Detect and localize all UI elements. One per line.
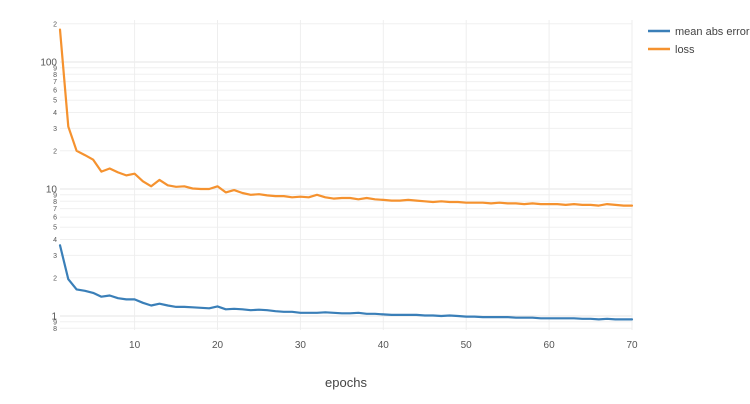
y-minor-tick-label: 2: [53, 275, 57, 282]
x-tick-label: 60: [544, 340, 556, 351]
y-tick-label: 100: [40, 58, 57, 69]
y-minor-tick-label: 4: [53, 237, 57, 244]
y-minor-tick-label: 9: [53, 65, 57, 72]
legend-label: loss: [675, 44, 695, 56]
x-tick-label: 10: [129, 340, 141, 351]
y-minor-tick-label: 8: [53, 326, 57, 333]
x-tick-label: 50: [461, 340, 473, 351]
grid: [60, 20, 633, 330]
y-minor-tick-label: 9: [53, 192, 57, 199]
y-minor-tick-label: 9: [53, 319, 57, 326]
y-minor-tick-label: 5: [53, 98, 57, 105]
y-minor-tick-label: 6: [53, 88, 57, 95]
series-lines: [58, 28, 634, 321]
x-tick-label: 30: [295, 340, 307, 351]
y-minor-tick-label: 3: [53, 126, 57, 133]
legend-label: mean abs error: [675, 26, 750, 38]
series-line-loss: [58, 28, 634, 207]
legend-item-mean-abs-error[interactable]: mean abs error: [648, 26, 750, 38]
y-minor-tick-label: 2: [53, 21, 57, 28]
y-minor-tick-label: 3: [53, 253, 57, 260]
y-minor-tick-label: 4: [53, 110, 57, 117]
y-minor-tick-label: 7: [53, 79, 57, 86]
y-tick-label: 10: [46, 185, 58, 196]
y-minor-tick-label: 2: [53, 148, 57, 155]
x-tick-label: 40: [378, 340, 390, 351]
x-tick-label: 20: [212, 340, 224, 351]
y-minor-tick-label: 5: [53, 225, 57, 232]
series-line-mean-abs-error: [58, 244, 634, 321]
x-tick-label: 70: [626, 340, 638, 351]
x-axis-ticks: 10 20 30 40 50 60 70: [129, 340, 638, 351]
y-minor-tick-label: 8: [53, 199, 57, 206]
legend-item-loss[interactable]: loss: [648, 44, 695, 56]
x-axis-title: epochs: [325, 375, 367, 390]
y-minor-tick-label: 8: [53, 72, 57, 79]
y-minor-tick-label: 6: [53, 215, 57, 222]
y-tick-label: 1: [51, 312, 57, 323]
y-minor-tick-label: 7: [53, 206, 57, 213]
legend[interactable]: mean abs error loss: [648, 26, 750, 56]
